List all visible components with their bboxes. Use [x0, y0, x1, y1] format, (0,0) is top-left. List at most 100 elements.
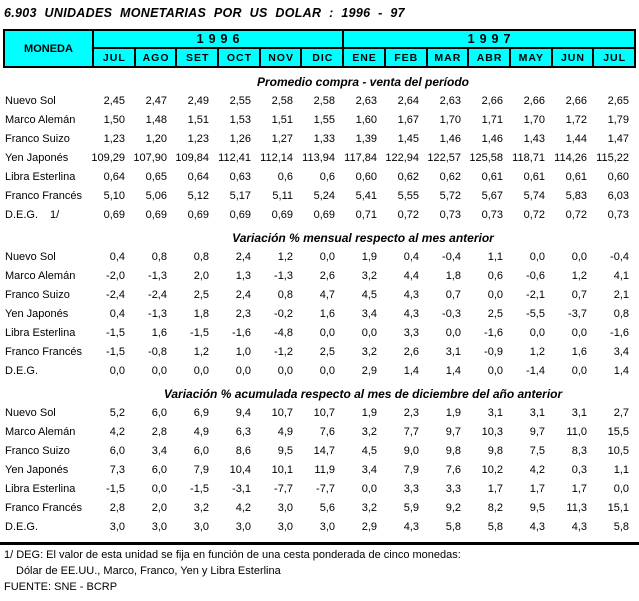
- cell-value: 107,90: [133, 151, 167, 164]
- cell-value: 2,7: [613, 406, 629, 419]
- cell-value: 2,55: [229, 94, 251, 107]
- cell-value: 0,61: [481, 170, 503, 183]
- table-row: Franco Francés 5,10 5,06 5,12 5,17 5,11 5,24 5,…: [3, 186, 636, 205]
- row-label: D.E.G.: [3, 521, 90, 533]
- cell-value: 0,69: [145, 208, 167, 221]
- cell-value: 11,9: [314, 463, 335, 476]
- cell-value: 1,72: [565, 113, 587, 126]
- month-header-1997-jul: JUL: [594, 49, 634, 66]
- currency-name: D.E.G.: [5, 208, 39, 221]
- cell-value: 5,24: [313, 189, 335, 202]
- cell-value: 1,70: [523, 113, 545, 126]
- cell-value: -1,3: [274, 269, 293, 282]
- cell-value: 1,6: [571, 345, 587, 358]
- cell-value: 0,6: [319, 170, 335, 183]
- cell-value: 2,49: [187, 94, 209, 107]
- month-header-1996-set: SET: [177, 49, 218, 66]
- cell-value: 7,7: [403, 425, 419, 438]
- currency-name: Franco Suizo: [5, 444, 70, 457]
- cell-value: -1,6: [484, 326, 503, 339]
- cell-value: 1,8: [193, 307, 209, 320]
- month-header-1997-mar: MAR: [427, 49, 468, 66]
- currency-name: Yen Japonés: [5, 463, 69, 476]
- year-header-1996: 1996: [94, 31, 343, 47]
- cell-value: 0,64: [187, 170, 209, 183]
- cell-value: 5,55: [397, 189, 419, 202]
- cell-value: 10,1: [271, 463, 293, 476]
- table-row: Marco Alemán -2,0 -1,3 2,0 1,3 -1,3 2,6 3,2 4,4 1…: [3, 266, 636, 285]
- month-header-1997-jun: JUN: [552, 49, 593, 66]
- cell-value: 0,64: [103, 170, 125, 183]
- cell-value: 2,63: [439, 94, 461, 107]
- month-header-1997-abr: ABR: [469, 49, 509, 66]
- cell-value: 4,1: [613, 269, 629, 282]
- row-label: Yen Japonés: [3, 152, 90, 164]
- cell-value: 1,67: [397, 113, 419, 126]
- cell-value: 4,5: [361, 444, 377, 457]
- row-label: D.E.G. 1/: [3, 209, 90, 221]
- cell-value: 0,0: [361, 482, 377, 495]
- cell-value: 3,0: [277, 520, 293, 533]
- footer-divider: [0, 542, 639, 545]
- cell-value: 3,1: [487, 406, 503, 419]
- row-label: Marco Alemán: [3, 114, 90, 126]
- cell-value: 2,9: [361, 520, 377, 533]
- currency-name: Yen Japonés: [5, 307, 69, 320]
- cell-value: 5,11: [272, 189, 293, 202]
- cell-value: 0,8: [277, 288, 293, 301]
- cell-value: 1,23: [103, 132, 125, 145]
- cell-value: 1,51: [187, 113, 209, 126]
- table-row: Franco Francés 2,8 2,0 3,2 4,2 3,0 5,6 3,2 5,9 9,…: [3, 498, 636, 517]
- cell-value: -1,5: [190, 326, 209, 339]
- cell-value: 3,3: [445, 482, 461, 495]
- cell-value: 3,1: [529, 406, 545, 419]
- cell-value: -1,4: [526, 364, 545, 377]
- cell-value: 1,60: [355, 113, 377, 126]
- cell-value: 0,0: [487, 364, 503, 377]
- cell-value: 5,2: [109, 406, 125, 419]
- row-label: Libra Esterlina: [3, 483, 90, 495]
- cell-value: 5,74: [523, 189, 545, 202]
- cell-value: 112,14: [260, 151, 293, 164]
- cell-value: 1,2: [571, 269, 587, 282]
- table-row: Franco Suizo 1,23 1,20 1,23 1,26 1,27 1,33 1,39…: [3, 129, 636, 148]
- table-row: D.E.G. 3,0 3,0 3,0 3,0 3,0 3,0 2,9 4,3 5,8 5,8 4,3 4…: [3, 517, 636, 536]
- currency-name: Nuevo Sol: [5, 406, 56, 419]
- currency-name: Marco Alemán: [5, 425, 76, 438]
- cell-value: -1,5: [190, 482, 209, 495]
- cell-value: -5,5: [526, 307, 545, 320]
- cell-value: 4,9: [277, 425, 293, 438]
- cell-value: 4,3: [403, 288, 419, 301]
- cell-value: 4,4: [403, 269, 419, 282]
- cell-value: 6,0: [193, 444, 209, 457]
- table-row: Marco Alemán 4,2 2,8 4,9 6,3 4,9 7,6 3,2 7,7 9,7 1…: [3, 422, 636, 441]
- cell-value: 3,3: [403, 326, 419, 339]
- cell-value: 3,0: [235, 520, 251, 533]
- footnote-ref: 1/: [50, 208, 60, 221]
- cell-value: 15,1: [607, 501, 629, 514]
- cell-value: 5,41: [355, 189, 377, 202]
- cell-value: 5,9: [403, 501, 419, 514]
- cell-value: -3,1: [232, 482, 251, 495]
- cell-value: 3,2: [361, 345, 377, 358]
- section-1: Promedio compra - venta del período Nuevo…: [0, 75, 639, 224]
- cell-value: 10,5: [607, 444, 629, 457]
- cell-value: 2,4: [235, 250, 251, 263]
- table-row: D.E.G. 1/0,69 0,69 0,69 0,69 0,69 0,69 0,71 0,72…: [3, 205, 636, 224]
- table-row: Nuevo Sol 0,4 0,8 0,8 2,4 1,2 0,0 1,9 0,4 -0,4 1,1…: [3, 247, 636, 266]
- cell-value: 3,4: [151, 444, 167, 457]
- cell-value: 6,9: [193, 406, 209, 419]
- cell-value: 1,4: [445, 364, 461, 377]
- currency-name: D.E.G.: [5, 364, 39, 377]
- row-label: Franco Francés: [3, 346, 90, 358]
- row-label: D.E.G.: [3, 365, 90, 377]
- table-row: Yen Japonés 109,29 107,90 109,84 112,41 112,1…: [3, 148, 636, 167]
- cell-value: 3,0: [151, 520, 167, 533]
- month-header-1997-ene: ENE: [344, 49, 384, 66]
- cell-value: 0,73: [439, 208, 461, 221]
- cell-value: 1,9: [361, 406, 377, 419]
- cell-value: 3,3: [403, 482, 419, 495]
- cell-value: 11,0: [566, 425, 587, 438]
- cell-value: 3,4: [361, 307, 377, 320]
- cell-value: 0,63: [229, 170, 251, 183]
